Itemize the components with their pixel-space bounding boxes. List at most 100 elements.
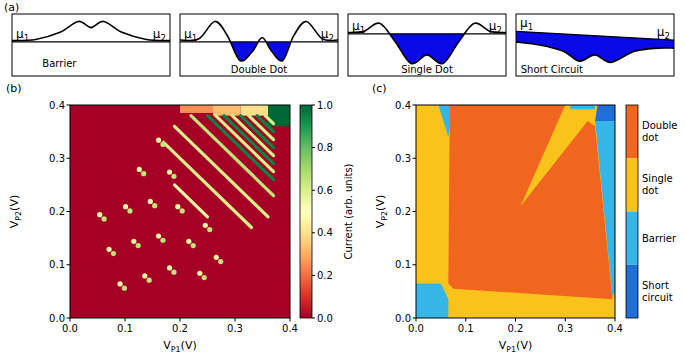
potential-diagram: Double Dot [180,14,338,76]
x-axis-label-unit: (V) [516,339,532,352]
colorbar [300,105,312,318]
triple-point [175,204,180,209]
x-tick [180,318,181,322]
x-tick-label: 0.2 [172,323,188,334]
triple-point [142,273,147,278]
electron-fill [516,31,674,76]
colorbar-tick [312,232,315,233]
triple-point [156,138,161,143]
y-tick [67,318,71,319]
colorbar-tick-label: 0.6 [317,185,333,196]
potential-diagram: Barrier [12,14,170,76]
x-tick-label: 0.0 [408,323,424,334]
class-label-line: dot [642,185,658,196]
figure: (a)Barrierμ1μ2Double Dotμ1μ2Single Dotμ1… [0,0,685,359]
x-tick-label: 0.4 [607,323,623,334]
current-region [213,105,241,116]
class-label: Doubledot [642,120,677,143]
triple-point [191,243,196,248]
transition-line [257,116,274,132]
triple-point [97,212,102,217]
y-tick [413,158,417,159]
y-tick-label: 0.0 [395,313,411,324]
class-label-line: Double [642,120,677,131]
class-label: Shortcircuit [642,280,673,303]
y-tick [413,105,417,106]
triple-point [203,223,208,228]
diagram-frame [12,14,170,76]
class-label-line: dot [642,132,658,143]
y-axis-label: VP2(V) [374,195,389,228]
triple-point [122,286,127,291]
y-tick-label: 0.1 [49,259,65,270]
triple-point [137,167,142,172]
triple-point [171,270,176,275]
triple-point [141,171,146,176]
x-tick [416,318,417,322]
colorbar-tick [312,275,315,276]
y-tick-label: 0.4 [395,100,411,111]
background-region [416,105,615,318]
colorbar-tick [312,318,315,319]
mu-right-sub: 2 [497,25,503,35]
x-tick-label: 0.4 [282,323,298,334]
transition-line [175,185,208,217]
x-axis-label-unit: (V) [181,339,197,352]
colorbar-tick [312,147,315,148]
triple-point [127,208,132,213]
y-tick [413,264,417,265]
class-label-line: Barrier [642,233,677,244]
diagram-label: Double Dot [231,64,287,75]
potential-curve [516,42,674,62]
colorbar-tick [312,105,315,106]
triple-point [171,174,176,179]
x-tick-label: 0.1 [458,323,474,334]
x-tick-label: 0.1 [117,323,133,334]
mu-right-sub: 2 [665,31,671,41]
x-tick [235,318,236,322]
triple-point [160,238,165,243]
class-region [570,105,595,109]
class-label-line: Single [642,173,673,184]
y-tick [413,211,417,212]
y-axis-label-sub: P2 [380,211,389,221]
transition-line [216,116,274,172]
colorbar-tick-label: 0.0 [317,313,333,324]
class-region [595,105,615,121]
class-region [595,121,615,297]
diagram-label: Short Circuit [521,64,583,75]
colorbar-tick-label: 0.4 [317,227,333,238]
potential-curve [180,21,338,61]
diagram-frame [348,14,506,76]
y-tick-label: 0.1 [395,259,411,270]
y-tick [67,105,71,106]
triple-point [106,247,111,252]
panel-label: (b) [6,82,22,95]
chemical-potential [516,31,674,40]
y-tick [67,264,71,265]
y-tick-label: 0.3 [395,153,411,164]
triple-point [186,239,191,244]
colorbar-tick-label: 0.2 [317,270,333,281]
y-axis-label: VP2(V) [8,195,23,228]
mu-right-sub: 2 [329,33,335,43]
transition-line [232,116,273,156]
potential-curve [12,21,170,40]
y-axis-label-unit: (V) [8,195,21,211]
class-swatch [626,265,638,318]
colorbar-label: Current (arb. units) [343,163,354,259]
x-tick [515,318,516,322]
triple-point [117,281,122,286]
triple-point [136,243,141,248]
y-tick [413,318,417,319]
y-axis-label-sub: P2 [14,211,23,221]
class-swatch [626,212,638,265]
mu-right: μ2 [153,27,166,43]
y-tick-label: 0.3 [49,153,65,164]
mu-right: μ2 [657,25,670,41]
mu-right-sub: 2 [161,33,167,43]
triple-point [207,227,212,232]
x-axis-label: VP1(V) [499,339,532,354]
mu-left: μ1 [352,19,365,35]
mu-left-sub: 1 [360,25,366,35]
